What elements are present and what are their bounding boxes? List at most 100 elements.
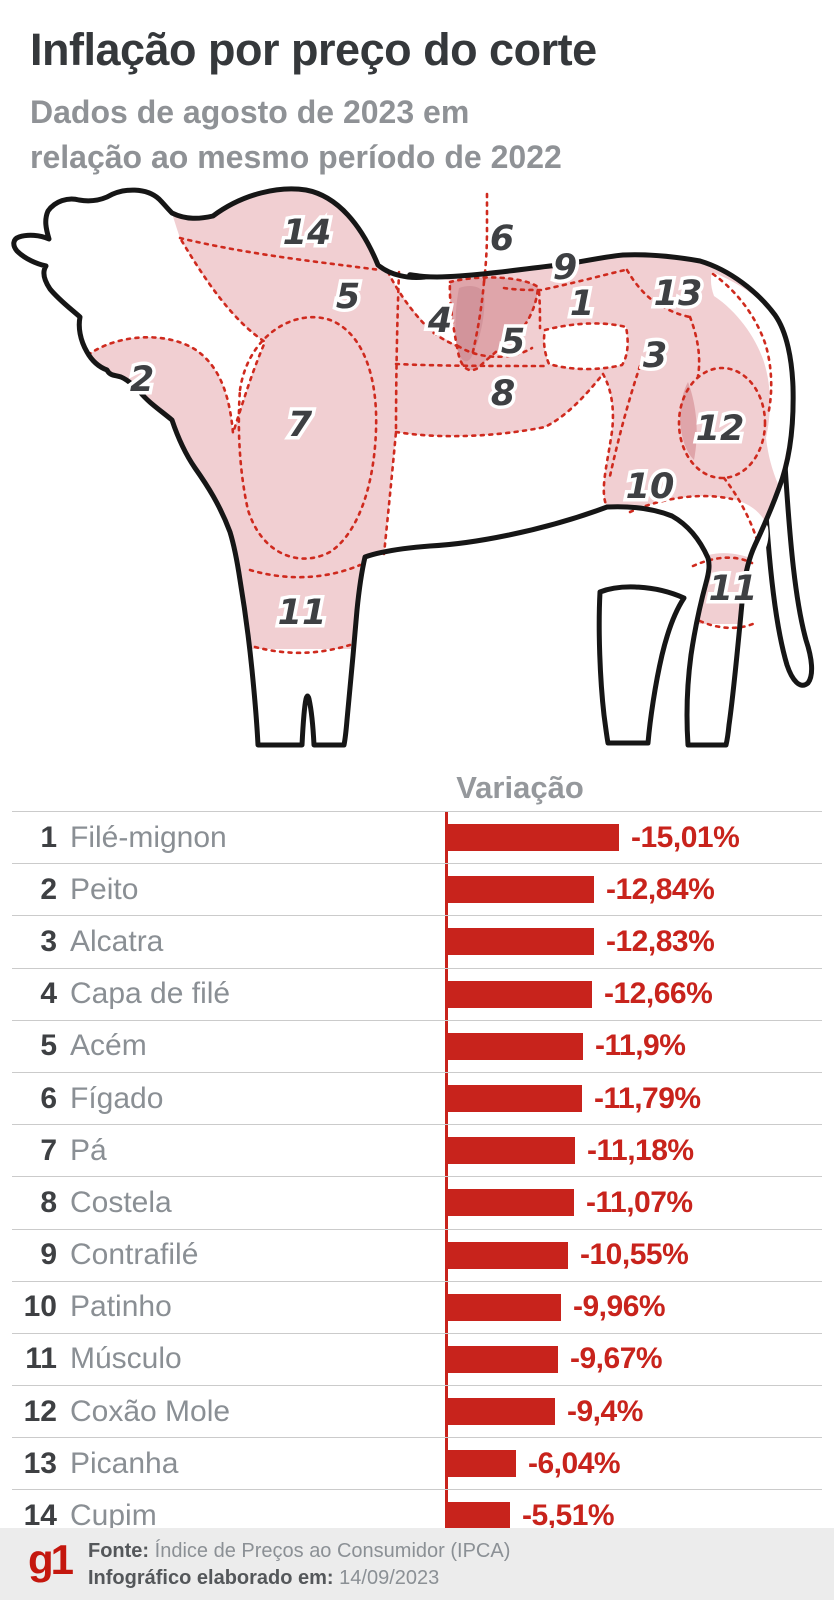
variation-bar <box>447 928 594 956</box>
variation-bar <box>447 1502 510 1530</box>
footer-source-line: Fonte: Índice de Preços ao Consumidor (I… <box>88 1538 510 1565</box>
variation-value: -11,79% <box>594 1081 701 1115</box>
cut-number: 4 <box>40 977 57 1011</box>
cut-number: 14 <box>23 1499 57 1533</box>
variation-value: -12,84% <box>606 872 715 906</box>
cut-name: Cupim <box>70 1499 157 1533</box>
cut-number: 12 <box>23 1394 57 1428</box>
cut-number: 1 <box>40 820 57 854</box>
cow-dark-patches <box>449 277 765 478</box>
variation-value: -5,51% <box>522 1499 615 1533</box>
page-title: Inflação por preço do corte <box>30 24 597 75</box>
variation-value: -15,01% <box>631 820 740 854</box>
page-subtitle: Dados de agosto de 2023 em relação ao me… <box>30 94 562 175</box>
variation-bar <box>447 1032 583 1060</box>
cut-label-3: 3 <box>643 336 667 376</box>
cut-name: Pá <box>70 1133 107 1167</box>
variation-value: -11,07% <box>586 1185 693 1219</box>
cut-label-2: 2 <box>130 360 154 400</box>
column-header-variacao: Variação <box>456 770 584 805</box>
cut-number: 5 <box>40 1029 57 1063</box>
cow-dashed-boundaries <box>86 192 773 655</box>
table-row: 5 Acém -11,9% <box>12 1019 822 1072</box>
cow-cuts-diagram: 14 6 9 5 4 1 13 5 3 2 8 7 12 10 11 11 <box>0 180 815 760</box>
cut-label-7: 7 <box>288 405 313 445</box>
table-row: 12 Coxão Mole -9,4% <box>12 1385 822 1437</box>
cut-label-11-rear: 11 <box>709 569 758 609</box>
variation-bar <box>447 1189 574 1217</box>
footer-made-date: 14/09/2023 <box>339 1567 440 1589</box>
table-row: 7 Pá -11,18% <box>12 1124 822 1176</box>
cut-name: Alcatra <box>70 924 164 958</box>
cut-name: Picanha <box>70 1446 179 1480</box>
cut-number: 9 <box>40 1238 57 1272</box>
cut-label-12: 12 <box>696 409 745 449</box>
variation-value: -6,04% <box>528 1446 621 1480</box>
cut-number: 7 <box>40 1133 57 1167</box>
table-row: 10 Patinho -9,96% <box>12 1280 822 1333</box>
variation-bar <box>447 980 592 1008</box>
footer-source-text: Índice de Preços ao Consumidor (IPCA) <box>154 1540 511 1562</box>
variation-value: -11,18% <box>587 1133 694 1167</box>
cow-far-rear-leg <box>596 584 687 746</box>
footer-source-label: Fonte: <box>88 1540 150 1562</box>
table-row: 13 Picanha -6,04% <box>12 1437 822 1489</box>
cow-cut-labels: 14 6 9 5 4 1 13 5 3 2 8 7 12 10 11 11 <box>126 210 761 637</box>
variation-value: -12,83% <box>606 924 715 958</box>
variation-bar <box>447 1450 516 1478</box>
cut-number: 3 <box>40 924 57 958</box>
cut-label-10: 10 <box>626 467 675 507</box>
variation-bar <box>447 876 594 904</box>
variation-bar <box>447 1398 555 1426</box>
variation-bar <box>447 1345 558 1373</box>
chart-axis-line <box>445 811 448 1528</box>
table-row: 8 Costela -11,07% <box>12 1176 822 1228</box>
table-row: 3 Alcatra -12,83% <box>12 915 822 967</box>
variation-bar <box>447 824 619 851</box>
cut-label-8: 8 <box>491 374 515 414</box>
cut-label-13: 13 <box>654 274 703 314</box>
cut-number: 2 <box>40 872 57 906</box>
variation-bar <box>447 1137 575 1165</box>
table-row: 11 Músculo -9,67% <box>12 1332 822 1385</box>
cut-label-9: 9 <box>553 248 577 288</box>
cut-number: 10 <box>23 1290 57 1324</box>
cut-name: Peito <box>70 872 139 906</box>
cut-name: Patinho <box>70 1290 172 1324</box>
variation-value: -9,4% <box>567 1394 643 1428</box>
cut-number: 8 <box>40 1185 57 1219</box>
cuts-table: 1 Filé-mignon -15,01% 2 Peito -12,84% 3 Alcatra… <box>12 811 822 1542</box>
variation-value: -12,66% <box>604 977 713 1011</box>
table-row: 1 Filé-mignon -15,01% <box>12 811 822 863</box>
footer-made-line: Infográfico elaborado em: 14/09/2023 <box>88 1565 510 1592</box>
cut-label-1: 1 <box>570 284 594 324</box>
variation-value: -10,55% <box>580 1238 689 1272</box>
table-row: 14 Cupim -5,51% <box>12 1489 822 1541</box>
footer-source: Fonte: Índice de Preços ao Consumidor (I… <box>88 1538 510 1592</box>
variation-bar <box>447 1084 582 1112</box>
table-row: 6 Fígado -11,79% <box>12 1071 822 1124</box>
g1-logo: g1 <box>28 1536 74 1583</box>
footer-made-label: Infográfico elaborado em: <box>88 1567 334 1589</box>
cut-name: Contrafilé <box>70 1238 199 1272</box>
table-row: 9 Contrafilé -10,55% <box>12 1228 822 1281</box>
cut-name: Fígado <box>70 1081 164 1115</box>
cut-label-5b: 5 <box>501 322 525 362</box>
cut-name: Músculo <box>70 1342 182 1376</box>
variation-value: -9,67% <box>570 1342 663 1376</box>
cut-label-14: 14 <box>283 213 332 253</box>
cut-label-5: 5 <box>336 277 360 317</box>
cut-number: 11 <box>25 1342 57 1376</box>
cut-label-4: 4 <box>427 301 452 341</box>
cut-name: Filé-mignon <box>70 820 227 854</box>
table-row: 2 Peito -12,84% <box>12 863 822 915</box>
cut-name: Coxão Mole <box>70 1394 231 1428</box>
cut-name: Acém <box>70 1029 147 1063</box>
footer: g1 Fonte: Índice de Preços ao Consumidor… <box>0 1528 834 1600</box>
variation-bar <box>447 1241 568 1269</box>
cut-name: Capa de filé <box>70 977 231 1011</box>
cut-number: 6 <box>40 1081 57 1115</box>
cut-label-6: 6 <box>490 219 514 259</box>
variation-bar <box>447 1293 561 1321</box>
